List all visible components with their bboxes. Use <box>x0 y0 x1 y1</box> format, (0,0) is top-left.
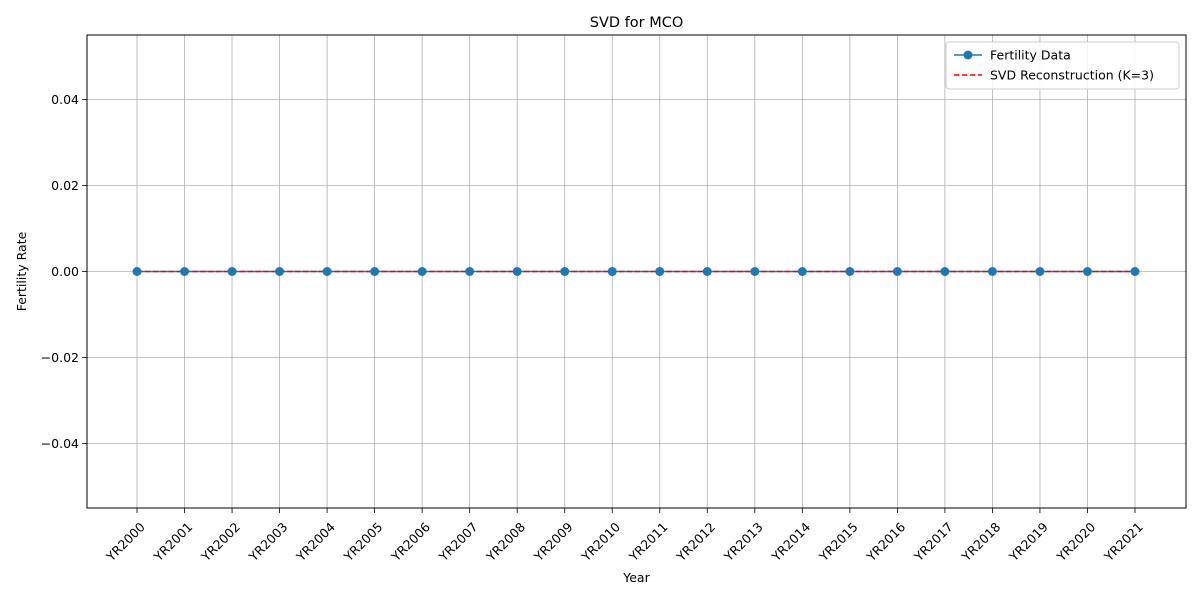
y-tick-label: −0.02 <box>41 350 79 365</box>
data-point-fertility-data <box>465 267 475 276</box>
data-point-fertility-data <box>1082 267 1092 276</box>
chart-title: SVD for MCO <box>590 15 684 31</box>
data-point-fertility-data <box>655 267 665 276</box>
data-point-fertility-data <box>1035 267 1045 276</box>
legend-marker-fertility-data <box>963 50 973 60</box>
data-point-fertility-data <box>702 267 712 276</box>
data-point-fertility-data <box>1130 267 1140 276</box>
data-point-fertility-data <box>892 267 902 276</box>
legend: Fertility Data SVD Reconstruction (K=3) <box>945 41 1180 90</box>
data-point-fertility-data <box>322 267 332 276</box>
series-layer <box>132 267 1140 276</box>
data-point-fertility-data <box>607 267 617 276</box>
data-point-fertility-data <box>797 267 807 276</box>
data-point-fertility-data <box>275 267 285 276</box>
y-tick-label: 0.04 <box>51 92 79 107</box>
data-point-fertility-data <box>370 267 380 276</box>
data-point-fertility-data <box>987 267 997 276</box>
data-point-fertility-data <box>180 267 190 276</box>
data-point-fertility-data <box>750 267 760 276</box>
y-tick-label: 0.00 <box>51 264 79 279</box>
data-point-fertility-data <box>560 267 570 276</box>
data-point-fertility-data <box>132 267 142 276</box>
y-tick-label: −0.04 <box>41 436 79 451</box>
y-tick-label: 0.02 <box>51 178 79 193</box>
x-axis-label: Year <box>622 570 650 585</box>
data-point-fertility-data <box>845 267 855 276</box>
data-point-fertility-data <box>417 267 427 276</box>
y-axis-label: Fertility Rate <box>14 231 29 311</box>
legend-label-fertility-data: Fertility Data <box>990 48 1071 63</box>
legend-label-svd-reconstruction: SVD Reconstruction (K=3) <box>990 68 1154 83</box>
legend-box <box>945 41 1180 90</box>
data-point-fertility-data <box>940 267 950 276</box>
data-point-fertility-data <box>512 267 522 276</box>
data-point-fertility-data <box>227 267 237 276</box>
